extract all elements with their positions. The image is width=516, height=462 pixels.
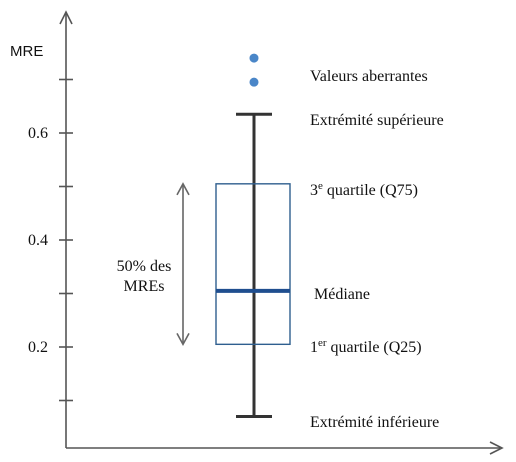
label-q3-sup: e: [318, 180, 323, 192]
y-tick-label: 0.4: [28, 232, 48, 249]
y-ticks: 0.2 0.4 0.6: [28, 78, 73, 402]
y-axis-arrow-icon: [59, 10, 73, 25]
label-outliers: Valeurs aberrantes: [310, 68, 428, 85]
y-tick-label: 0.6: [28, 125, 48, 142]
label-q3-rest: quartile (Q75): [323, 182, 418, 199]
label-upper-whisker: Extrémité supérieure: [310, 112, 444, 129]
label-q3: 3e quartile (Q75): [310, 180, 418, 199]
label-q1-prefix: 1: [310, 339, 318, 356]
x-axis-arrow-icon: [489, 441, 504, 455]
iqr-box: [215, 183, 291, 346]
outlier-point: [249, 77, 259, 87]
label-q1-rest: quartile (Q25): [327, 339, 422, 356]
label-median: Médiane: [314, 286, 370, 303]
iqr-label-line2: MREs: [124, 278, 165, 295]
label-q1-sup: er: [318, 337, 327, 349]
outlier-point: [249, 53, 259, 63]
label-q1: 1er quartile (Q25): [310, 337, 422, 356]
label-q3-prefix: 3: [310, 182, 318, 199]
y-tick-label: 0.2: [28, 339, 48, 356]
iqr-bracket-top-arrow-icon: [176, 182, 190, 196]
iqr-bracket-bottom-arrow-icon: [176, 332, 190, 346]
iqr-label-line1: 50% des: [117, 258, 172, 275]
outliers: [249, 53, 259, 87]
label-lower-whisker: Extrémité inférieure: [310, 414, 439, 431]
y-axis-title: MRE: [10, 43, 43, 60]
